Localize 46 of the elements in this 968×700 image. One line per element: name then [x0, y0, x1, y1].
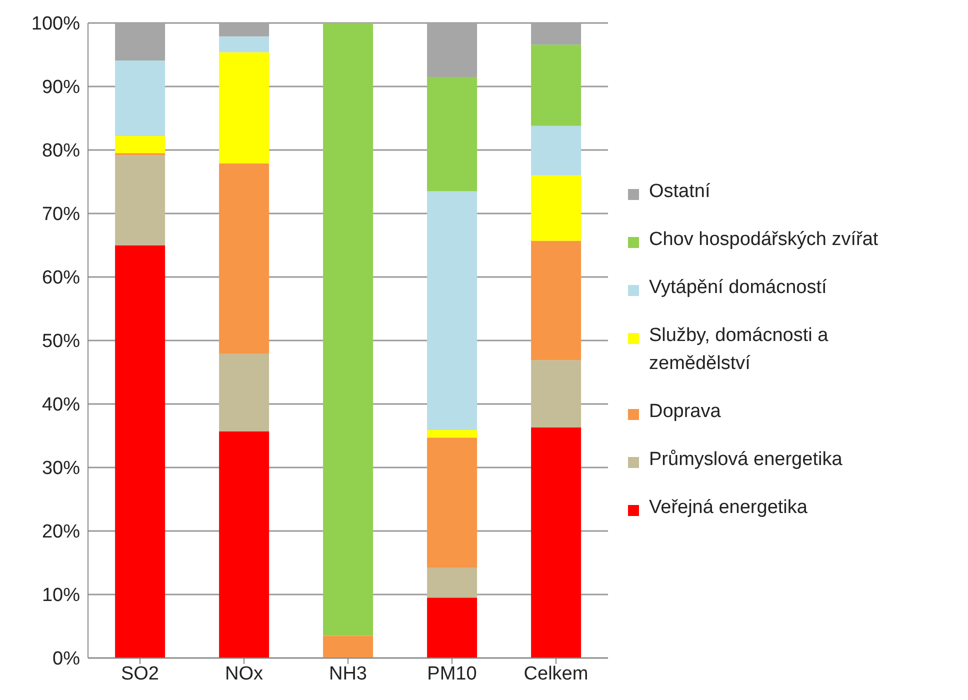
bar [531, 360, 582, 428]
bar [427, 568, 478, 598]
legend-label: Vytápění domácností [649, 276, 828, 300]
bar [427, 191, 478, 430]
legend-label: Průmyslová energetika [649, 448, 844, 472]
bar [531, 175, 582, 241]
y-tick-label: 70% [42, 204, 80, 226]
bar [427, 430, 478, 438]
y-tick-label: 50% [42, 331, 80, 352]
bar [115, 136, 166, 154]
bar [219, 36, 270, 52]
bar [531, 44, 582, 126]
y-tick-label: 30% [42, 458, 80, 480]
x-tick-label: NH3 [328, 663, 368, 684]
bar [219, 163, 270, 354]
y-tick-label: 100% [31, 14, 80, 35]
y-tick-label: 40% [42, 394, 80, 416]
bar [427, 598, 478, 658]
bar [115, 155, 166, 246]
y-tick-label: 10% [42, 585, 80, 606]
y-tick-label: 80% [42, 140, 80, 162]
y-tick-label: 60% [42, 268, 80, 289]
legend-label: Služby, domácnosti a zemědělství [649, 324, 830, 376]
bar [219, 354, 270, 432]
legend-label: Ostatní [649, 180, 712, 204]
y-tick-label: 0% [52, 648, 80, 670]
y-tick-label: 20% [42, 522, 80, 543]
bar [323, 636, 374, 658]
bar [531, 240, 582, 360]
y-tick-label: 90% [42, 77, 80, 98]
bar [531, 427, 582, 658]
legend-label: Chov hospodářských zvířat [649, 228, 880, 252]
x-tick-label: PM10 [427, 663, 477, 684]
bar [115, 245, 166, 658]
bar [531, 126, 582, 176]
x-tick-label: Celkem [524, 663, 588, 684]
bar [427, 438, 478, 568]
bar [115, 60, 166, 136]
bar [427, 76, 478, 192]
legend-label: Veřejná energetika [649, 496, 808, 520]
x-tick-label: SO2 [120, 663, 160, 684]
x-tick-label: NOx [225, 663, 264, 684]
bar [219, 431, 270, 658]
bar [219, 52, 270, 164]
legend-label: Doprava [649, 400, 722, 424]
bar [323, 23, 374, 636]
